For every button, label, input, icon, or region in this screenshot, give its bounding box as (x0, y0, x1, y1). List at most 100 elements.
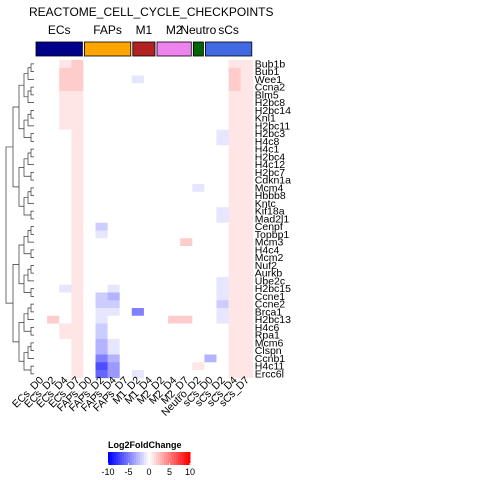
heatmap-cell (204, 292, 217, 301)
heatmap-cell (83, 215, 96, 224)
heatmap-cell (71, 114, 84, 123)
heatmap-cell (107, 153, 121, 162)
heatmap-cell (131, 67, 145, 76)
heatmap-cell (216, 346, 229, 355)
heatmap-cell (192, 315, 205, 324)
heatmap-cell (228, 222, 242, 231)
heatmap-cell (228, 246, 242, 255)
heatmap-cell (240, 346, 254, 355)
legend-color-step (138, 452, 141, 465)
heatmap-cell (47, 277, 60, 286)
heatmap-cell (107, 284, 121, 293)
heatmap-cell (143, 323, 157, 332)
heatmap-cell (168, 60, 181, 69)
row-label: H4c8 (255, 136, 280, 148)
heatmap-cell (59, 176, 72, 185)
row-label: H2bc14 (255, 105, 291, 117)
heatmap-cell (59, 277, 72, 286)
heatmap-cell (83, 106, 96, 115)
heatmap-cell (95, 362, 108, 371)
heatmap-cell (59, 106, 72, 115)
heatmap-cell (107, 168, 121, 177)
heatmap-cell (83, 292, 96, 301)
heatmap-cell (59, 91, 72, 100)
heatmap-cell (59, 122, 72, 131)
heatmap-cell (192, 199, 205, 208)
heatmap-cell (180, 184, 193, 193)
heatmap-cell (83, 75, 96, 84)
heatmap-cell (59, 315, 72, 324)
heatmap-cell (228, 145, 242, 154)
heatmap-cell (192, 184, 205, 193)
heatmap-cell (156, 176, 169, 185)
legend-color-step (170, 452, 173, 465)
heatmap-cell (192, 145, 205, 154)
heatmap-cell (131, 215, 145, 224)
row-label: Ccna2 (255, 82, 286, 94)
heatmap-cell (119, 176, 133, 185)
heatmap-cell (240, 308, 254, 317)
heatmap-cell (107, 339, 121, 348)
heatmap-cell (59, 199, 72, 208)
heatmap-cell (71, 331, 84, 340)
row-label: Wee1 (255, 74, 282, 86)
heatmap-cell (143, 129, 157, 138)
row-label: H2bc15 (255, 283, 291, 295)
heatmap-cell (240, 315, 254, 324)
heatmap-cell (131, 292, 145, 301)
heatmap-cell (83, 269, 96, 278)
heatmap-cell (216, 253, 229, 262)
heatmap-cell (47, 184, 60, 193)
heatmap-cell (47, 269, 60, 278)
heatmap-cell (95, 160, 108, 169)
dendrogram-branch (30, 210, 34, 220)
heatmap-cell (95, 331, 108, 340)
heatmap-cell (143, 114, 157, 123)
legend-color-step (166, 452, 169, 465)
heatmap-cell (156, 269, 169, 278)
heatmap-cell (168, 215, 181, 224)
heatmap-cell (216, 308, 229, 317)
heatmap-cell (143, 230, 157, 239)
heatmap-cell (119, 129, 133, 138)
heatmap-cell (35, 346, 48, 355)
dendrogram-branch (30, 187, 34, 196)
heatmap-cell (228, 331, 242, 340)
heatmap-cell (180, 199, 193, 208)
heatmap-cell (35, 300, 48, 309)
heatmap-cell (168, 168, 181, 177)
heatmap-cell (59, 207, 72, 216)
dendrogram-branch (30, 63, 34, 72)
heatmap-cell (168, 114, 181, 123)
heatmap-cell (143, 277, 157, 286)
heatmap-cell (180, 238, 193, 247)
heatmap-cell (156, 261, 169, 270)
row-label: Cdkn1a (255, 175, 291, 187)
heatmap-cell (59, 145, 72, 154)
heatmap-cell (168, 269, 181, 278)
heatmap-cell (71, 253, 84, 262)
legend-color-step (112, 452, 115, 465)
heatmap-cell (240, 269, 254, 278)
heatmap-cell (228, 75, 242, 84)
heatmap-cell (119, 191, 133, 200)
heatmap-cell (168, 199, 181, 208)
heatmap-cell (156, 230, 169, 239)
legend-color-step (174, 452, 177, 465)
heatmap-cell (180, 354, 193, 363)
row-label: H2bc3 (255, 128, 286, 140)
heatmap-cell (71, 238, 84, 247)
dendrogram-branch (23, 197, 31, 216)
heatmap-cell (240, 137, 254, 146)
heatmap-cell (216, 284, 229, 293)
heatmap-cell (107, 145, 121, 154)
heatmap-cell (35, 176, 48, 185)
heatmap-cell (216, 122, 229, 131)
heatmap-cell (228, 184, 242, 193)
heatmap-cell (59, 370, 72, 379)
heatmap-cell (216, 339, 229, 348)
heatmap-cell (71, 207, 84, 216)
heatmap-cell (204, 238, 217, 247)
heatmap-cell (192, 160, 205, 169)
